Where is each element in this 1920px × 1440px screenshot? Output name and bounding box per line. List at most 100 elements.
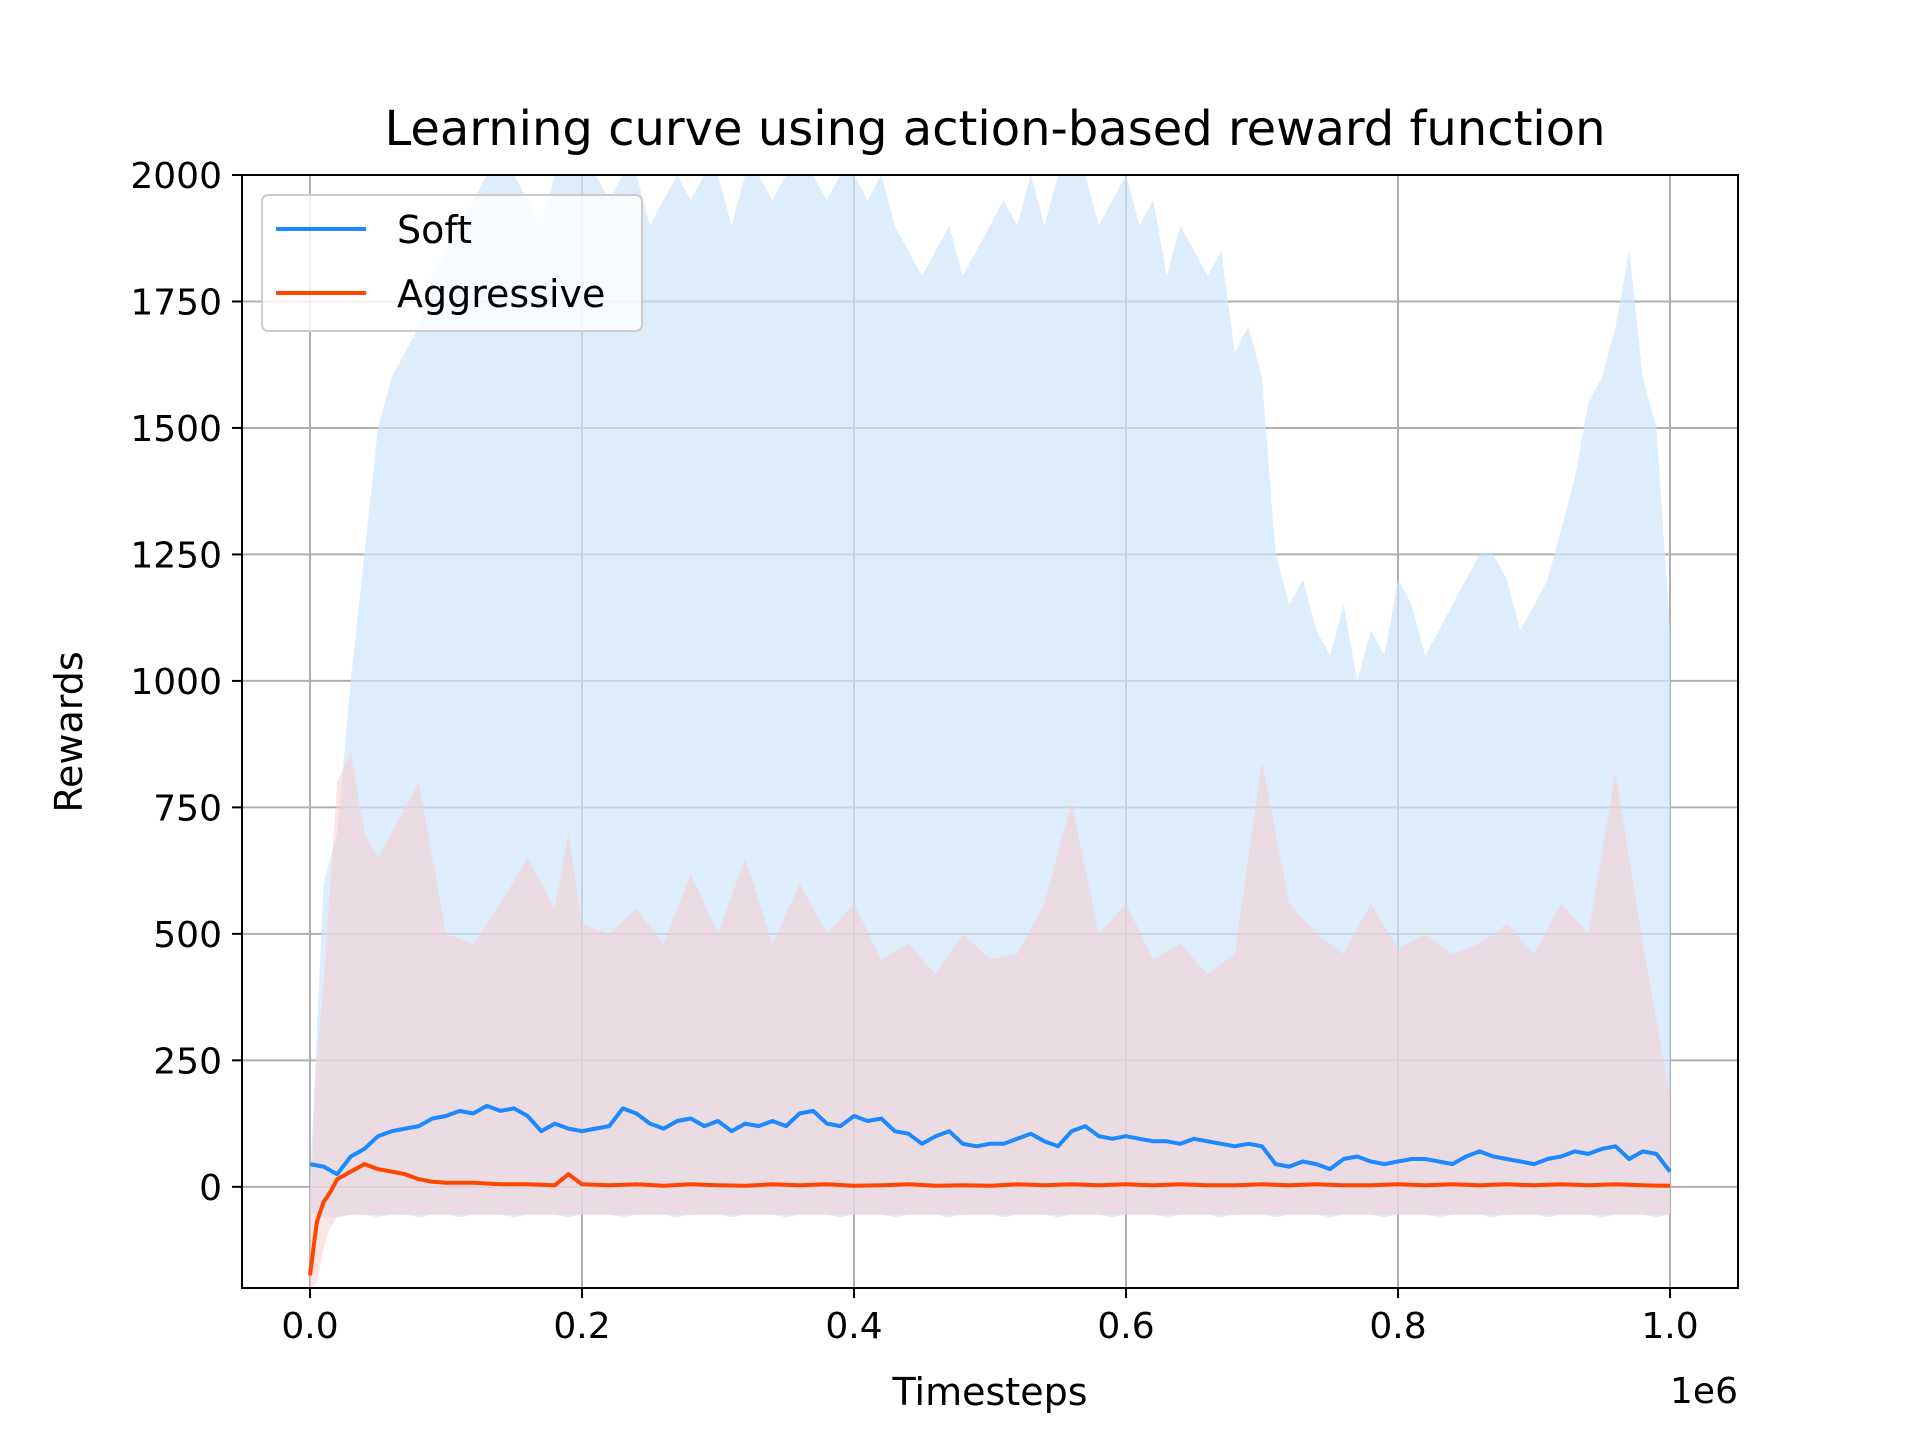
point-aggressive <box>1396 1182 1400 1186</box>
point-aggressive <box>1423 1183 1427 1187</box>
y-tick-label: 1250 <box>130 535 222 576</box>
point-aggressive <box>471 1181 475 1185</box>
point-soft <box>1369 1160 1373 1164</box>
point-aggressive <box>770 1182 774 1186</box>
point-soft <box>1138 1137 1142 1141</box>
point-soft <box>770 1119 774 1123</box>
point-soft <box>757 1124 761 1128</box>
point-aggressive <box>1015 1182 1019 1186</box>
legend: Soft Aggressive <box>261 194 643 332</box>
point-soft <box>1532 1162 1536 1166</box>
point-soft <box>322 1165 326 1169</box>
point-soft <box>1355 1155 1359 1159</box>
point-aggressive <box>1070 1182 1074 1186</box>
point-aggressive <box>634 1182 638 1186</box>
point-soft <box>947 1129 951 1133</box>
point-aggressive <box>1369 1183 1373 1187</box>
point-aggressive <box>825 1182 829 1186</box>
legend-label-aggressive: Aggressive <box>397 272 605 316</box>
point-aggressive <box>349 1170 353 1174</box>
point-soft <box>961 1142 965 1146</box>
point-soft <box>1328 1167 1332 1171</box>
point-aggressive <box>988 1184 992 1188</box>
y-axis-ticks: 0 250 500 750 1000 1250 1500 1750 2000 <box>130 156 242 1209</box>
point-aggressive <box>328 1190 332 1194</box>
point-soft <box>430 1117 434 1121</box>
point-aggressive <box>1097 1183 1101 1187</box>
point-aggressive <box>961 1183 965 1187</box>
point-aggressive <box>1641 1183 1645 1187</box>
x-tick-label: 1.0 <box>1641 1306 1698 1347</box>
point-aggressive <box>1505 1182 1509 1186</box>
point-soft <box>1097 1134 1101 1138</box>
point-aggressive <box>1532 1183 1536 1187</box>
point-aggressive <box>1042 1183 1046 1187</box>
y-tick-label: 2000 <box>130 156 222 197</box>
point-aggressive <box>566 1172 570 1176</box>
point-aggressive <box>743 1184 747 1188</box>
point-aggressive <box>322 1200 326 1204</box>
point-aggressive <box>430 1180 434 1184</box>
point-soft <box>458 1109 462 1113</box>
point-aggressive <box>553 1183 557 1187</box>
point-aggressive <box>444 1181 448 1185</box>
y-tick-label: 1500 <box>130 409 222 450</box>
point-soft <box>512 1106 516 1110</box>
point-soft <box>1314 1162 1318 1166</box>
x-tick-label: 0.6 <box>1097 1306 1154 1347</box>
point-soft <box>444 1114 448 1118</box>
point-soft <box>974 1144 978 1148</box>
point-soft <box>1614 1144 1618 1148</box>
point-soft <box>390 1129 394 1133</box>
point-soft <box>566 1127 570 1131</box>
point-soft <box>1192 1137 1196 1141</box>
point-soft <box>485 1104 489 1108</box>
x-tick-label: 0.4 <box>825 1306 882 1347</box>
y-tick-label: 0 <box>199 1168 222 1209</box>
point-soft <box>866 1119 870 1123</box>
plot-frame <box>241 174 1739 1289</box>
point-soft <box>1668 1170 1672 1174</box>
point-soft <box>376 1134 380 1138</box>
point-soft <box>594 1127 598 1131</box>
point-aggressive <box>934 1184 938 1188</box>
point-soft <box>1260 1144 1264 1148</box>
point-soft <box>1559 1155 1563 1159</box>
line-aggressive <box>308 1162 1671 1276</box>
x-axis-label: Timesteps <box>892 1370 1088 1414</box>
point-aggressive <box>390 1170 394 1174</box>
point-soft <box>1015 1137 1019 1141</box>
point-aggressive <box>1314 1182 1318 1186</box>
point-soft <box>838 1124 842 1128</box>
point-soft <box>1641 1149 1645 1153</box>
point-soft <box>798 1112 802 1116</box>
point-soft <box>621 1106 625 1110</box>
point-soft <box>1002 1142 1006 1146</box>
point-soft <box>648 1122 652 1126</box>
point-aggressive <box>879 1183 883 1187</box>
point-soft <box>349 1155 353 1159</box>
point-soft <box>1654 1152 1658 1156</box>
point-soft <box>1546 1157 1550 1161</box>
point-soft <box>1124 1134 1128 1138</box>
point-aggressive <box>1287 1183 1291 1187</box>
y-tick-label: 1750 <box>130 282 222 323</box>
band-aggressive <box>310 751 1670 1288</box>
point-soft <box>879 1117 883 1121</box>
point-soft <box>1342 1157 1346 1161</box>
point-soft <box>784 1124 788 1128</box>
point-aggressive <box>1206 1183 1210 1187</box>
point-soft <box>689 1117 693 1121</box>
point-aggressive <box>403 1172 407 1176</box>
point-soft <box>811 1109 815 1113</box>
point-aggressive <box>1450 1182 1454 1186</box>
point-soft <box>1219 1142 1223 1146</box>
point-soft <box>1233 1144 1237 1148</box>
point-aggressive <box>662 1184 666 1188</box>
point-soft <box>730 1129 734 1133</box>
point-soft <box>403 1127 407 1131</box>
point-soft <box>906 1132 910 1136</box>
y-tick-label: 1000 <box>130 662 222 703</box>
point-soft <box>607 1124 611 1128</box>
